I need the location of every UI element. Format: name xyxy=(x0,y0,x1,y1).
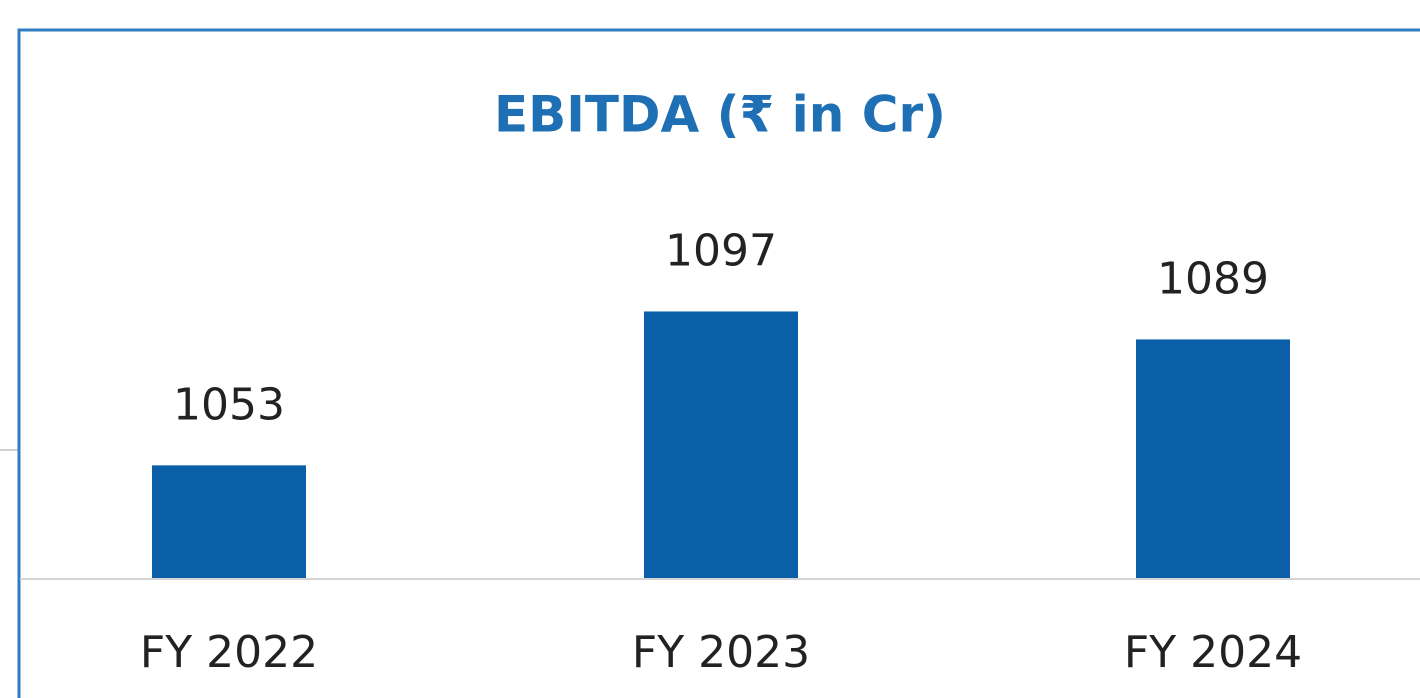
x-tick-label: FY 2023 xyxy=(632,627,810,678)
chart-title: EBITDA (₹ in Cr) xyxy=(494,86,946,144)
x-tick-label: FY 2024 xyxy=(1124,627,1302,678)
x-tick-label: FY 2022 xyxy=(140,627,318,678)
value-label: 1089 xyxy=(1157,253,1269,304)
bar xyxy=(644,311,798,579)
frame xyxy=(17,28,1420,698)
value-label: 1053 xyxy=(173,379,285,430)
bar xyxy=(1136,339,1290,579)
bar xyxy=(152,465,306,579)
value-label: 1097 xyxy=(665,225,777,276)
